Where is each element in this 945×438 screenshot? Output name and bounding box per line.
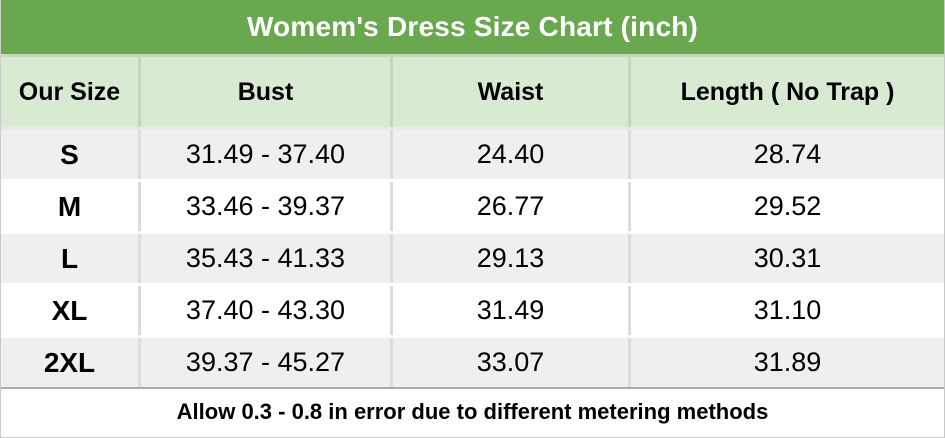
table-row-l: L 35.43 - 41.33 29.13 30.31 (1, 234, 944, 286)
cell-size: L (1, 234, 141, 283)
column-header-bust: Bust (141, 57, 393, 127)
cell-length: 31.89 (753, 347, 822, 377)
cell-size: S (1, 130, 141, 179)
cell-waist: 33.07 (393, 338, 631, 387)
cell-length: 30.31 (753, 243, 822, 273)
cell-waist: 29.13 (393, 234, 631, 283)
column-header-waist: Waist (393, 57, 631, 127)
cell-bust: 31.49 - 37.40 (141, 130, 393, 179)
table-row-s: S 31.49 - 37.40 24.40 28.74 (1, 130, 944, 182)
cell-size: XL (1, 286, 141, 335)
cell-bust: 37.40 - 43.30 (141, 286, 393, 335)
table-row-xl: XL 37.40 - 43.30 31.49 31.10 (1, 286, 944, 338)
cell-length: 29.52 (753, 191, 822, 221)
page-title: Womem's Dress Size Chart (inch) (246, 11, 699, 42)
cell-length: 31.10 (753, 295, 822, 325)
cell-bust: 33.46 - 39.37 (141, 182, 393, 231)
cell-size: M (1, 182, 141, 231)
footnote-bar: Allow 0.3 - 0.8 in error due to differen… (1, 387, 944, 435)
cell-waist: 31.49 (393, 286, 631, 335)
table-body: S 31.49 - 37.40 24.40 28.74 M 33.46 - 39… (1, 130, 944, 387)
cell-bust: 35.43 - 41.33 (141, 234, 393, 283)
column-header-length: Length ( No Trap ) (680, 77, 895, 106)
cell-size: 2XL (1, 338, 141, 387)
footnote: Allow 0.3 - 0.8 in error due to differen… (176, 399, 769, 424)
cell-waist: 26.77 (393, 182, 631, 231)
table-row-m: M 33.46 - 39.37 26.77 29.52 (1, 182, 944, 234)
column-header-our-size: Our Size (1, 57, 141, 127)
table-row-2xl: 2XL 39.37 - 45.27 33.07 31.89 (1, 338, 944, 387)
cell-waist: 24.40 (393, 130, 631, 179)
table-header-row: Our Size Bust Waist Length ( No Trap ) (1, 57, 944, 130)
cell-bust: 39.37 - 45.27 (141, 338, 393, 387)
cell-length: 28.74 (753, 139, 822, 169)
chart-title-bar: Womem's Dress Size Chart (inch) (1, 0, 944, 57)
